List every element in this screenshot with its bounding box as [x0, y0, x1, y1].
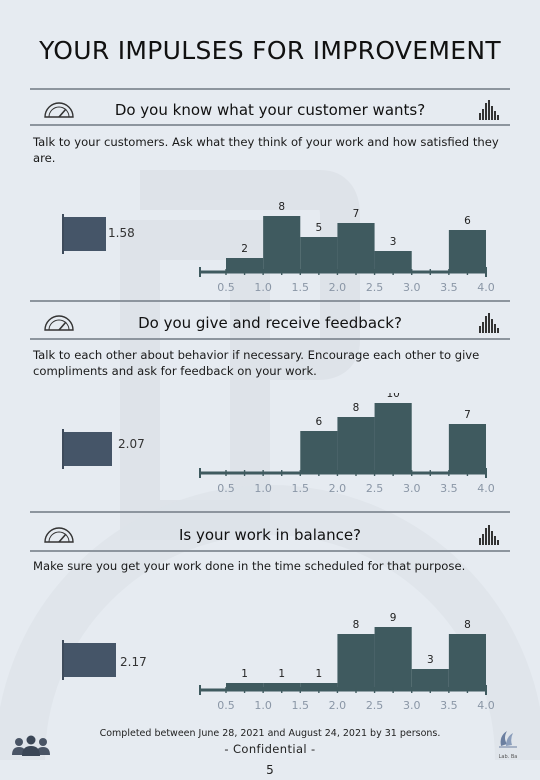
speedometer-icon [44, 315, 74, 331]
histogram-bar [300, 237, 338, 272]
x-tick-label: 1.0 [254, 482, 272, 495]
confidential-label: - Confidential - [224, 742, 316, 756]
bar-value-label: 6 [316, 416, 323, 428]
bar-value-label: 9 [390, 612, 397, 624]
bar-value-label: 1 [278, 668, 285, 680]
histogram-bar [411, 669, 449, 690]
histogram-bar [337, 223, 375, 272]
histogram-bar [226, 683, 264, 690]
histogram-bar [337, 634, 375, 690]
x-tick-label: 2.5 [366, 699, 384, 712]
histogram-icon [479, 525, 499, 545]
question-header: Is your work in balance? [30, 517, 510, 553]
question-header: Do you know what your customer wants? [30, 92, 510, 128]
distribution-chart: 6 8 10 7 0.5 1.0 1.5 2.0 2.5 3.0 3.5 4.0 [199, 393, 495, 495]
histogram-bar [374, 251, 412, 272]
people-group-icon [12, 735, 50, 756]
question-description: Talk to each other about behavior if nec… [33, 348, 480, 378]
average-score-value: 2.07 [118, 437, 145, 451]
x-tick-label: 4.0 [477, 699, 495, 712]
section-divider [30, 550, 510, 552]
bar-value-label: 2 [241, 243, 248, 255]
question-title: Is your work in balance? [178, 526, 362, 544]
section-divider [30, 338, 510, 340]
histogram-bar [448, 230, 486, 272]
bar-value-label: 3 [427, 654, 434, 666]
question-header: Do you give and receive feedback? [30, 305, 510, 341]
x-tick-label: 3.0 [403, 281, 421, 294]
x-tick-label: 1.0 [254, 281, 272, 294]
x-tick-label: 2.5 [366, 482, 384, 495]
section-divider [30, 300, 510, 302]
x-tick-label: 2.0 [329, 281, 347, 294]
question-description: Make sure you get your work done in the … [33, 559, 466, 573]
question-title: Do you know what your customer wants? [114, 101, 426, 119]
histogram-bar [263, 216, 301, 272]
histogram-bar [448, 634, 486, 690]
speedometer-icon [44, 102, 74, 118]
brand-logo: Lab. Ba [494, 728, 522, 760]
section-divider [30, 88, 510, 90]
bar-value-label: 6 [464, 215, 471, 227]
average-score-bar [62, 640, 116, 680]
average-score-value: 1.58 [108, 226, 135, 240]
x-tick-label: 2.0 [329, 482, 347, 495]
bar-value-label: 10 [386, 393, 399, 400]
distribution-chart: 2 8 5 7 3 6 0.5 1.0 1.5 2.0 2.5 3.0 3.5 4.0 [199, 201, 495, 294]
section-divider [30, 124, 510, 126]
x-tick-label: 2.0 [329, 699, 347, 712]
x-tick-label: 3.5 [440, 482, 458, 495]
speedometer-icon [44, 527, 74, 543]
x-tick-label: 3.0 [403, 482, 421, 495]
x-tick-label: 3.5 [440, 281, 458, 294]
average-score-value: 2.17 [120, 655, 147, 669]
completion-note: Completed between June 28, 2021 and Augu… [99, 728, 441, 739]
bar-value-label: 8 [353, 402, 360, 414]
histogram-icon [479, 313, 499, 333]
page-title: YOUR IMPULSES FOR IMPROVEMENT [39, 36, 501, 65]
x-tick-label: 3.5 [440, 699, 458, 712]
average-score-bar [62, 214, 106, 254]
x-tick-label: 1.5 [292, 482, 310, 495]
question-description: Talk to your customers. Ask what they th… [33, 135, 499, 165]
bar-value-label: 1 [241, 668, 248, 680]
x-tick-label: 1.5 [292, 699, 310, 712]
histogram-bar [226, 258, 264, 272]
histogram-bar [300, 683, 338, 690]
histogram-bar [263, 683, 301, 690]
bar-value-label: 8 [353, 619, 360, 631]
x-tick-label: 0.5 [217, 482, 235, 495]
x-tick-label: 4.0 [477, 482, 495, 495]
histogram-icon [479, 100, 499, 120]
logo-mark-icon [499, 731, 517, 748]
section-divider [30, 511, 510, 513]
x-tick-label: 2.5 [366, 281, 384, 294]
bar-value-label: 8 [278, 201, 285, 213]
bar-value-label: 7 [464, 409, 471, 421]
histogram-bar [374, 627, 412, 690]
histogram-bar [374, 403, 412, 473]
bar-value-label: 1 [316, 668, 323, 680]
bar-value-label: 7 [353, 208, 360, 220]
logo-text: Lab. Ba [498, 754, 518, 760]
average-score-bar [62, 429, 112, 469]
bar-value-label: 8 [464, 619, 471, 631]
x-tick-label: 1.5 [292, 281, 310, 294]
page-number: 5 [266, 763, 274, 777]
histogram-bar [337, 417, 375, 473]
bar-value-label: 3 [390, 236, 397, 248]
question-title: Do you give and receive feedback? [138, 314, 402, 332]
x-tick-label: 0.5 [217, 699, 235, 712]
distribution-chart: 1 1 1 8 9 3 8 0.5 1.0 1.5 2.0 2.5 3.0 3.5 4.0 [199, 612, 495, 712]
histogram-bar [300, 431, 338, 473]
x-tick-label: 0.5 [217, 281, 235, 294]
x-tick-label: 4.0 [477, 281, 495, 294]
x-tick-label: 3.0 [403, 699, 421, 712]
histogram-bar [448, 424, 486, 473]
x-tick-label: 1.0 [254, 699, 272, 712]
bar-value-label: 5 [316, 222, 323, 234]
